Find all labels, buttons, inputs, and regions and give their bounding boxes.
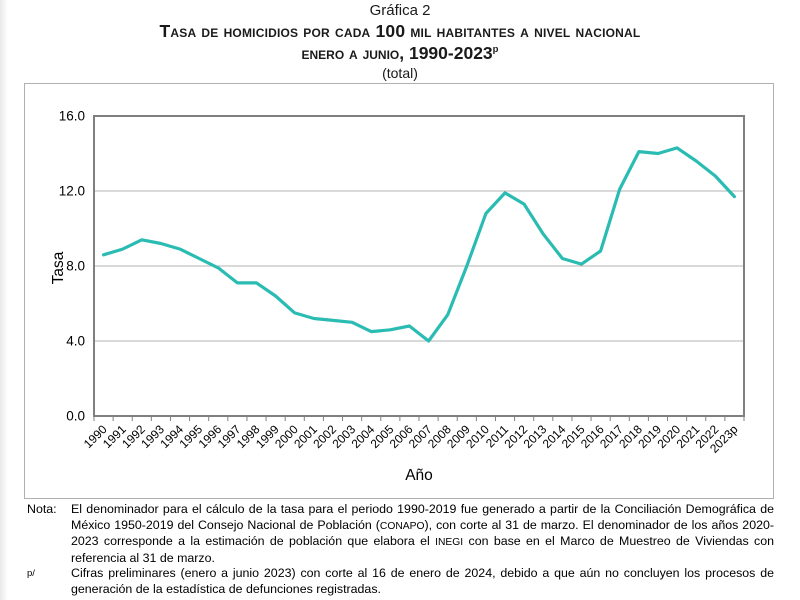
figure-subtitle: enero a junio, 1990-2023p xyxy=(0,43,800,65)
preliminary-note-text: Cifras preliminares (enero a junio 2023)… xyxy=(71,566,774,596)
y-axis-labels: 0.0 4.0 8.0 12.0 16.0 xyxy=(59,109,85,424)
figure-header: Gráfica 2 Tasa de homicidios por cada 10… xyxy=(0,2,800,82)
svg-text:8.0: 8.0 xyxy=(66,259,85,274)
source-label: Fuente: xyxy=(27,598,71,600)
source-text: INEGI. Estadísticas Vitales. EDR, enero … xyxy=(71,598,774,600)
page-edge-shadow xyxy=(0,0,8,600)
x-axis-labels: 1990199119921993199419951996199719981999… xyxy=(81,422,741,456)
preliminary-note-label: p/ xyxy=(27,568,35,580)
line-chart: 0.0 4.0 8.0 12.0 16.0 19901991199219931994199… xyxy=(50,109,745,484)
subtitle-years: 1990-2023 xyxy=(408,42,493,63)
plot-frame xyxy=(93,115,745,417)
figure-number: Gráfica 2 xyxy=(369,2,431,19)
svg-text:16.0: 16.0 xyxy=(59,109,85,124)
subtitle-preliminary-flag: p xyxy=(492,43,499,55)
nota-label: Nota: xyxy=(27,502,57,516)
preliminary-note-row: p/ Cifras preliminares (enero a junio 20… xyxy=(27,566,774,597)
svg-text:12.0: 12.0 xyxy=(59,184,85,199)
svg-text:0.0: 0.0 xyxy=(66,409,85,424)
y-gridlines xyxy=(94,190,744,342)
nota-row: Nota: El denominador para el cálculo de … xyxy=(27,502,774,566)
nota-text: El denominador para el cálculo de la tas… xyxy=(71,502,774,565)
source-row: Fuente: INEGI. Estadísticas Vitales. EDR… xyxy=(27,598,774,600)
svg-text:4.0: 4.0 xyxy=(66,334,85,349)
x-axis-title: Año xyxy=(405,467,433,484)
subtitle-period: enero a junio, xyxy=(301,42,409,63)
y-axis-title: Tasa xyxy=(50,251,67,284)
figure-total-label: (total) xyxy=(382,64,418,81)
figure-title: Tasa de homicidios por cada 100 mil habi… xyxy=(159,20,641,41)
homicide-rate-series-line xyxy=(101,146,737,343)
x-axis-ticks xyxy=(93,417,745,421)
footnotes: Nota: El denominador para el cálculo de … xyxy=(27,502,774,600)
chart-container: 0.0 4.0 8.0 12.0 16.0 1990 1991 1992 1993 1994 199… xyxy=(24,83,774,499)
